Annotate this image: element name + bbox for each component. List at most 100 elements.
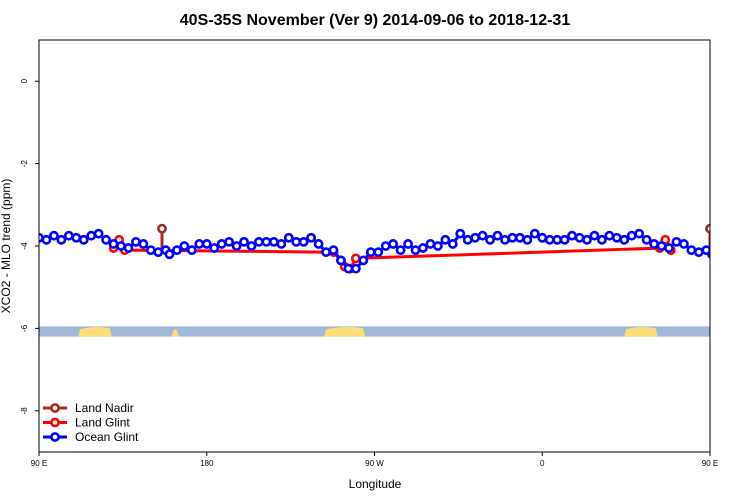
data-point bbox=[567, 230, 577, 241]
data-point bbox=[201, 239, 212, 249]
data-point bbox=[596, 234, 607, 245]
series-land-nadir bbox=[157, 223, 710, 253]
data-point bbox=[138, 239, 149, 249]
data-point bbox=[194, 239, 205, 249]
y-axis-label: XCO2 - MLO trend (ppm) bbox=[0, 179, 13, 314]
data-point bbox=[706, 249, 710, 259]
ocean-strip bbox=[39, 326, 710, 337]
data-point bbox=[395, 245, 406, 256]
data-point bbox=[254, 236, 264, 247]
data-point bbox=[358, 255, 369, 266]
data-point bbox=[559, 234, 570, 245]
data-point bbox=[306, 232, 317, 243]
x-tick-label: 180 bbox=[200, 459, 214, 468]
data-point bbox=[172, 245, 182, 256]
x-tick-label: 90 W bbox=[365, 459, 384, 468]
data-point bbox=[514, 232, 525, 243]
data-point bbox=[350, 263, 361, 274]
legend-label: Land Nadir bbox=[75, 401, 134, 415]
data-point bbox=[164, 249, 175, 260]
data-point bbox=[313, 239, 324, 249]
data-point bbox=[522, 234, 533, 245]
data-point bbox=[101, 234, 111, 245]
legend-label: Ocean Glint bbox=[75, 430, 139, 444]
data-point bbox=[365, 247, 376, 258]
series-ocean-glint bbox=[39, 228, 710, 274]
data-point bbox=[425, 239, 436, 249]
data-point bbox=[157, 223, 167, 234]
data-point bbox=[537, 232, 548, 243]
data-point bbox=[63, 230, 74, 241]
chart-title: 40S-35S November (Ver 9) 2014-09-06 to 2… bbox=[180, 12, 571, 29]
legend-swatch-marker bbox=[50, 403, 60, 413]
data-point bbox=[239, 236, 249, 247]
data-point bbox=[216, 239, 227, 249]
data-point bbox=[56, 234, 67, 245]
land-ocean-band bbox=[39, 326, 724, 337]
data-point bbox=[649, 239, 659, 249]
data-point bbox=[455, 228, 466, 239]
land-patch bbox=[717, 329, 724, 337]
data-point bbox=[41, 234, 52, 245]
data-point bbox=[93, 228, 104, 239]
data-point bbox=[440, 234, 451, 245]
land-patch bbox=[171, 329, 179, 337]
data-point bbox=[552, 234, 563, 245]
y-tick-label: -2 bbox=[20, 159, 29, 167]
data-point bbox=[507, 232, 518, 243]
data-point bbox=[373, 247, 384, 258]
data-point bbox=[328, 245, 339, 256]
data-point bbox=[634, 228, 645, 239]
data-point bbox=[186, 245, 197, 256]
y-tick-label: -6 bbox=[20, 324, 29, 332]
data-point bbox=[78, 234, 89, 245]
data-point bbox=[49, 230, 59, 241]
data-point bbox=[492, 230, 503, 241]
data-point bbox=[679, 239, 689, 249]
data-point bbox=[574, 232, 585, 243]
data-point bbox=[388, 239, 399, 249]
data-point bbox=[380, 241, 391, 251]
data-point bbox=[432, 241, 443, 251]
data-point bbox=[619, 234, 630, 245]
data-point bbox=[86, 230, 97, 241]
data-point bbox=[626, 230, 637, 241]
data-point bbox=[477, 230, 488, 241]
data-point bbox=[641, 234, 652, 245]
y-tick-label: 0 bbox=[20, 78, 29, 83]
data-point bbox=[123, 243, 134, 253]
x-axis: 90 E 180 90 W 0 90 E bbox=[31, 452, 718, 468]
data-point bbox=[671, 236, 682, 247]
data-point bbox=[403, 239, 413, 249]
data-point bbox=[470, 232, 481, 243]
data-point bbox=[447, 239, 458, 249]
y-tick-label: -4 bbox=[20, 242, 29, 250]
y-tick-label: -8 bbox=[20, 407, 29, 415]
data-point bbox=[343, 263, 354, 274]
data-point bbox=[145, 245, 156, 256]
data-point bbox=[283, 232, 294, 243]
legend-item: Land Glint bbox=[43, 416, 130, 430]
data-point bbox=[116, 241, 126, 251]
data-point bbox=[231, 241, 242, 251]
data-point bbox=[179, 241, 190, 251]
data-point bbox=[209, 243, 220, 253]
data-point bbox=[686, 245, 697, 256]
legend-item: Ocean Glint bbox=[43, 430, 139, 444]
data-point bbox=[544, 234, 555, 245]
data-point bbox=[589, 230, 600, 241]
data-point bbox=[261, 236, 272, 247]
y-axis: 0 -2 -4 -6 -8 bbox=[20, 78, 39, 414]
x-tick-label: 90 E bbox=[702, 459, 718, 468]
data-point bbox=[276, 239, 287, 249]
series-layer bbox=[39, 223, 710, 274]
legend-swatch-marker bbox=[50, 417, 60, 428]
data-point bbox=[108, 239, 119, 249]
x-tick-label: 0 bbox=[540, 459, 545, 468]
land-patch bbox=[78, 327, 112, 337]
data-point bbox=[321, 247, 331, 258]
data-point bbox=[693, 247, 704, 258]
land-patch bbox=[324, 327, 366, 337]
data-point bbox=[611, 232, 622, 243]
